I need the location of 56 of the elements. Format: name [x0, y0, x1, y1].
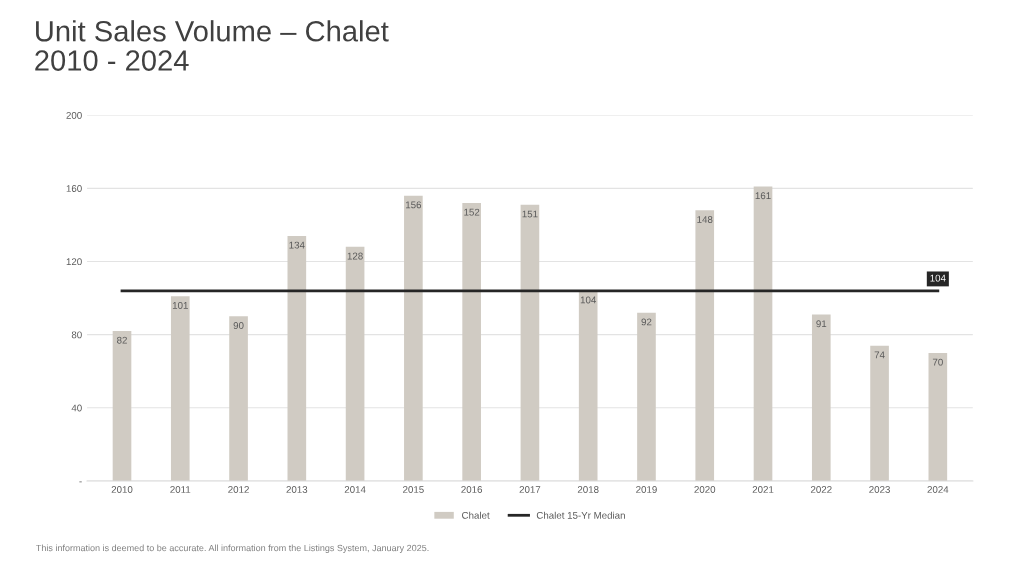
data-label: 128 — [347, 252, 363, 260]
legend-label: Chalet — [462, 511, 490, 519]
x-tick-label: 2010 — [111, 486, 133, 493]
data-label: 92 — [641, 318, 652, 326]
data-label: 70 — [932, 358, 943, 366]
y-tick-label: 200 — [66, 111, 82, 119]
bar — [462, 202, 481, 481]
bar — [928, 352, 948, 481]
bar — [112, 331, 132, 481]
bar — [578, 290, 598, 481]
data-label: 74 — [874, 351, 885, 359]
bar — [695, 210, 715, 481]
bar — [870, 345, 889, 481]
x-tick-label: 2021 — [752, 486, 774, 493]
data-label: 101 — [172, 301, 188, 309]
x-tick-label: 2016 — [461, 486, 483, 493]
x-tick-label: 2019 — [636, 486, 657, 493]
y-tick-label: 40 — [71, 404, 82, 412]
bar — [637, 312, 656, 481]
data-label: 151 — [522, 210, 538, 218]
y-tick-label: 160 — [66, 185, 82, 192]
bar — [811, 314, 831, 481]
bar — [170, 296, 190, 481]
x-tick-label: 2011 — [170, 486, 191, 493]
data-label: 156 — [406, 201, 422, 209]
data-label: 91 — [816, 320, 827, 328]
bar — [404, 195, 423, 481]
data-label: 82 — [117, 336, 127, 344]
y-tick-label: 80 — [71, 331, 82, 339]
y-tick-label: - — [79, 481, 82, 483]
x-tick-label: 2022 — [810, 486, 832, 493]
bar — [229, 316, 248, 481]
x-tick-label: 2017 — [519, 486, 541, 493]
chart-title: Unit Sales Volume – Chalet 2010 - 2024 — [35, 20, 389, 71]
x-tick-label: 2024 — [927, 486, 949, 493]
y-tick-label: 120 — [66, 258, 82, 266]
x-tick-label: 2014 — [344, 486, 366, 493]
data-label: 90 — [233, 322, 244, 329]
x-tick-label: 2018 — [577, 486, 599, 493]
data-label: 161 — [755, 192, 771, 200]
legend-label: Chalet 15-Yr Median — [536, 511, 625, 519]
x-tick-label: 2012 — [228, 486, 249, 493]
data-label: 152 — [464, 208, 480, 216]
bar — [287, 235, 307, 481]
data-label: 134 — [289, 241, 305, 249]
bar — [345, 246, 365, 481]
x-tick-label: 2023 — [869, 486, 890, 493]
bar — [520, 204, 540, 481]
x-tick-label: 2015 — [403, 486, 424, 493]
data-label: 148 — [697, 216, 713, 223]
x-tick-label: 2013 — [286, 486, 308, 493]
data-label: 104 — [930, 274, 946, 282]
x-tick-label: 2020 — [694, 486, 716, 493]
bar — [753, 186, 773, 481]
data-label: 104 — [580, 296, 597, 304]
text: This information is deemed to be accurate. All information from the Listings System, January 2025. — [36, 544, 429, 553]
